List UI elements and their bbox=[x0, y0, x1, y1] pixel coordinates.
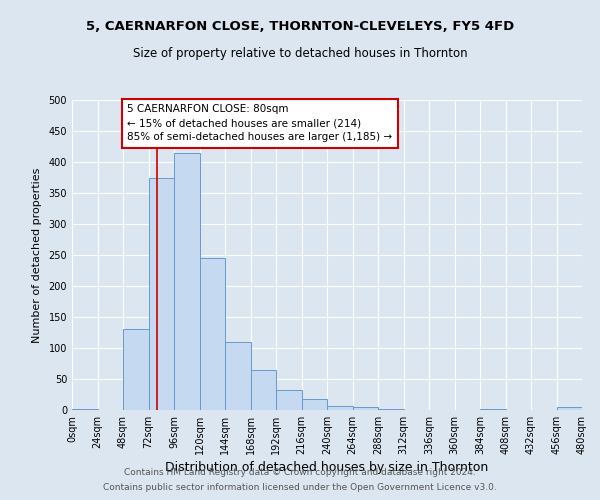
Bar bbox=[302, 400, 327, 410]
Bar bbox=[225, 342, 251, 410]
Y-axis label: Number of detached properties: Number of detached properties bbox=[32, 168, 41, 342]
Text: 5, CAERNARFON CLOSE, THORNTON-CLEVELEYS, FY5 4FD: 5, CAERNARFON CLOSE, THORNTON-CLEVELEYS,… bbox=[86, 20, 514, 33]
Bar bbox=[557, 407, 582, 410]
Text: Contains public sector information licensed under the Open Government Licence v3: Contains public sector information licen… bbox=[103, 483, 497, 492]
Text: Contains HM Land Registry data © Crown copyright and database right 2024.: Contains HM Land Registry data © Crown c… bbox=[124, 468, 476, 477]
Bar bbox=[72, 409, 97, 410]
X-axis label: Distribution of detached houses by size in Thornton: Distribution of detached houses by size … bbox=[166, 461, 488, 474]
Bar bbox=[149, 178, 174, 410]
Bar bbox=[199, 258, 225, 410]
Bar bbox=[123, 330, 149, 410]
Bar bbox=[327, 406, 353, 410]
Text: Size of property relative to detached houses in Thornton: Size of property relative to detached ho… bbox=[133, 48, 467, 60]
Bar bbox=[251, 370, 276, 410]
Text: 5 CAERNARFON CLOSE: 80sqm
← 15% of detached houses are smaller (214)
85% of semi: 5 CAERNARFON CLOSE: 80sqm ← 15% of detac… bbox=[127, 104, 392, 142]
Bar bbox=[174, 152, 199, 410]
Bar bbox=[276, 390, 302, 410]
Bar bbox=[353, 407, 378, 410]
